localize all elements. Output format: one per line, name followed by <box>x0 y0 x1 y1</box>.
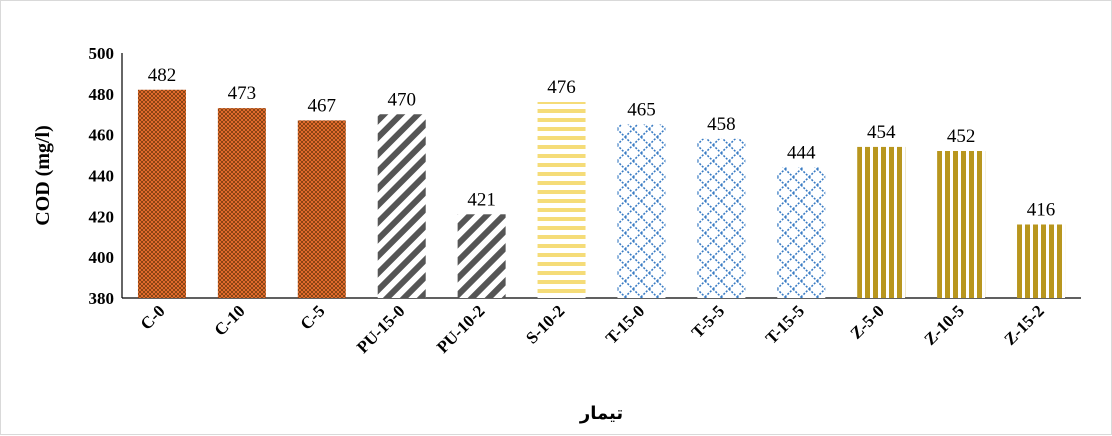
bars <box>137 89 1066 298</box>
data-label: 416 <box>1027 200 1056 221</box>
x-tick-label: PU-10-2 <box>433 301 488 356</box>
bar-t-5-5 <box>697 138 746 298</box>
bar-pu-10-2 <box>457 214 506 298</box>
y-tick-label: 380 <box>89 289 115 308</box>
data-label: 465 <box>627 99 656 120</box>
data-label: 421 <box>467 189 496 210</box>
x-tick-label: Z-10-5 <box>920 301 967 348</box>
bar-s-10-2 <box>537 102 586 298</box>
x-tick-label: S-10-2 <box>522 301 568 347</box>
data-label: 467 <box>308 95 337 116</box>
bar-c-0 <box>137 89 186 298</box>
x-ticks: C-0 C-10 C-5 PU-15-0 PU-10-2 S-10-2 T-15-0 T-5-… <box>137 301 1048 356</box>
y-tick-label: 500 <box>89 44 115 63</box>
bar-c-5 <box>297 120 346 298</box>
data-label: 473 <box>228 83 257 104</box>
data-label: 444 <box>787 142 816 163</box>
data-label: 476 <box>547 77 576 98</box>
data-label: 482 <box>148 65 177 86</box>
bar-c-10 <box>217 108 266 298</box>
y-axis-label: COD (mg/l) <box>32 125 54 226</box>
axes <box>121 53 1081 299</box>
y-tick-label: 420 <box>89 207 115 226</box>
x-tick-label: T-5-5 <box>688 301 728 341</box>
bar-z-10-5 <box>937 151 986 298</box>
x-tick-label: T-15-0 <box>602 301 648 347</box>
data-label: 458 <box>707 114 736 135</box>
bar-pu-15-0 <box>377 114 426 298</box>
x-tick-label: Z-15-2 <box>1000 301 1047 348</box>
data-label: 454 <box>867 122 896 143</box>
x-tick-label: Z-5-0 <box>847 301 888 342</box>
x-axis-label: تیمار <box>579 403 623 424</box>
data-labels: 482 473 467 470 421 476 465 458 444 454 452 416 <box>148 65 1056 221</box>
data-label: 470 <box>387 89 416 110</box>
y-tick-label: 400 <box>89 248 115 267</box>
x-tick-label: PU-15-0 <box>353 301 408 356</box>
x-tick-label: C-10 <box>211 301 249 339</box>
y-ticks: 380 400 420 440 460 480 500 <box>89 44 115 308</box>
y-tick-label: 480 <box>89 85 115 104</box>
bar-z-15-2 <box>1017 224 1066 298</box>
y-tick-label: 440 <box>89 167 115 186</box>
bar-t-15-0 <box>617 124 666 298</box>
bar-z-5-0 <box>857 146 906 298</box>
data-label: 452 <box>947 126 976 147</box>
x-tick-label: T-15-5 <box>762 301 808 347</box>
y-tick-label: 460 <box>89 126 115 145</box>
x-tick-label: C-5 <box>296 301 328 333</box>
bar-t-15-5 <box>777 167 826 298</box>
x-tick-label: C-0 <box>137 301 169 333</box>
